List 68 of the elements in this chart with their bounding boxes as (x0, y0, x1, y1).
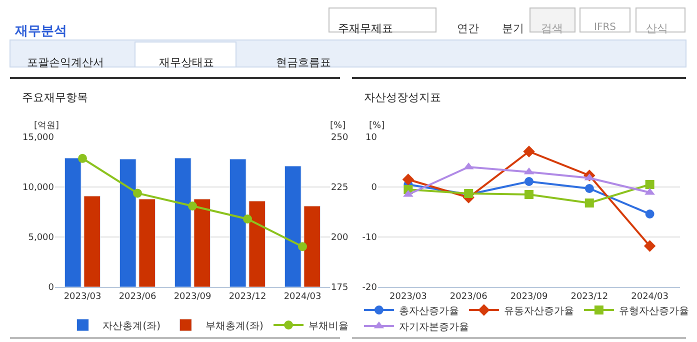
point (524, 177, 534, 186)
point (584, 198, 594, 208)
x-tick-label: 2023/12 (570, 292, 608, 302)
text: 검색 (541, 22, 563, 35)
point (584, 184, 594, 193)
point (523, 146, 535, 158)
legend-label: 자기자본증가율 (398, 322, 469, 333)
y2-tick-label: 175 (331, 283, 348, 294)
chart-title: 자산성장성지표 (364, 91, 441, 104)
y2-tick-label: 225 (331, 183, 348, 194)
y-tick-label: 15,000 (22, 133, 54, 144)
legend-label: 부채비율 (308, 320, 349, 332)
bar (138, 198, 156, 287)
bar (119, 158, 136, 287)
point (644, 240, 656, 252)
bar (194, 198, 211, 287)
x-tick-label: 2023/03 (390, 292, 427, 302)
text: 주재무제표 (338, 22, 393, 35)
y2-axis-title: [%] (330, 121, 346, 131)
y-tick-label: -20 (362, 283, 378, 294)
x-tick-label: 2023/06 (450, 292, 488, 302)
x-tick-label: 2023/06 (118, 292, 156, 302)
point (133, 188, 142, 198)
point (402, 174, 414, 186)
legend-label: 유동자산증가율 (504, 306, 574, 317)
y-tick-label: 10 (366, 133, 378, 144)
point (188, 202, 197, 210)
text: IFRS (594, 22, 616, 33)
y-axis-title: [억원] (34, 121, 60, 131)
y-tick-label: -10 (362, 233, 378, 244)
point (645, 210, 654, 218)
text: 재무상태표 (159, 56, 214, 69)
text: 현금흐름표 (276, 56, 331, 69)
y-axis-title: [%] (369, 121, 385, 131)
legend-label: 부채총계(좌) (206, 320, 264, 332)
point (243, 214, 252, 224)
text: 분기 (502, 22, 524, 35)
text: 포괄손익계산서 (27, 56, 104, 69)
bar (304, 206, 321, 287)
y2-tick-label: 200 (331, 233, 348, 244)
bar (64, 158, 82, 287)
bar (84, 196, 101, 287)
point (78, 154, 87, 163)
bar (284, 166, 302, 287)
legend-label: 총자산증가율 (398, 306, 459, 317)
text: 재무분석 (14, 24, 67, 39)
legend-label: 자산총계(좌) (102, 320, 161, 332)
bar (174, 158, 192, 287)
point (298, 242, 307, 252)
text: 산식 (646, 22, 668, 35)
y-tick-label: 0 (48, 283, 54, 294)
x-tick-label: 2023/09 (174, 292, 212, 302)
bar (248, 200, 266, 287)
x-tick-label: 2023/09 (510, 292, 548, 302)
y-tick-label: 0 (371, 183, 378, 194)
x-tick-label: 2023/12 (228, 292, 266, 302)
legend-label: 유형자산증가율 (618, 306, 689, 317)
point (645, 180, 654, 189)
text: 연간 (457, 22, 479, 35)
y-tick-label: 5,000 (28, 233, 54, 244)
x-tick-label: 2023/03 (64, 292, 102, 302)
point (524, 190, 534, 199)
x-tick-label: 2024/03 (284, 292, 322, 302)
x-tick-label: 2024/03 (631, 292, 668, 302)
bar (229, 158, 246, 287)
y-tick-label: 10,000 (22, 183, 54, 194)
chart-title: 주요재무항목 (22, 91, 88, 104)
y2-tick-label: 250 (331, 133, 348, 144)
